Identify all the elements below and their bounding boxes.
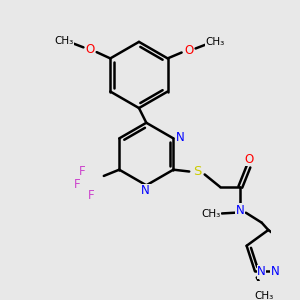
Text: O: O (85, 43, 95, 56)
Text: CH₃: CH₃ (254, 291, 273, 300)
Text: N: N (271, 266, 280, 278)
Text: O: O (244, 153, 254, 166)
Text: O: O (184, 44, 194, 57)
Text: F: F (79, 165, 86, 178)
Text: CH₃: CH₃ (55, 36, 74, 46)
Text: F: F (74, 178, 81, 191)
Text: S: S (193, 165, 202, 178)
Text: N: N (176, 131, 184, 144)
Text: CH₃: CH₃ (206, 37, 225, 47)
Text: F: F (88, 189, 94, 202)
Text: N: N (236, 204, 245, 217)
Text: CH₃: CH₃ (201, 209, 220, 219)
Text: N: N (141, 184, 150, 197)
Text: N: N (257, 266, 266, 278)
